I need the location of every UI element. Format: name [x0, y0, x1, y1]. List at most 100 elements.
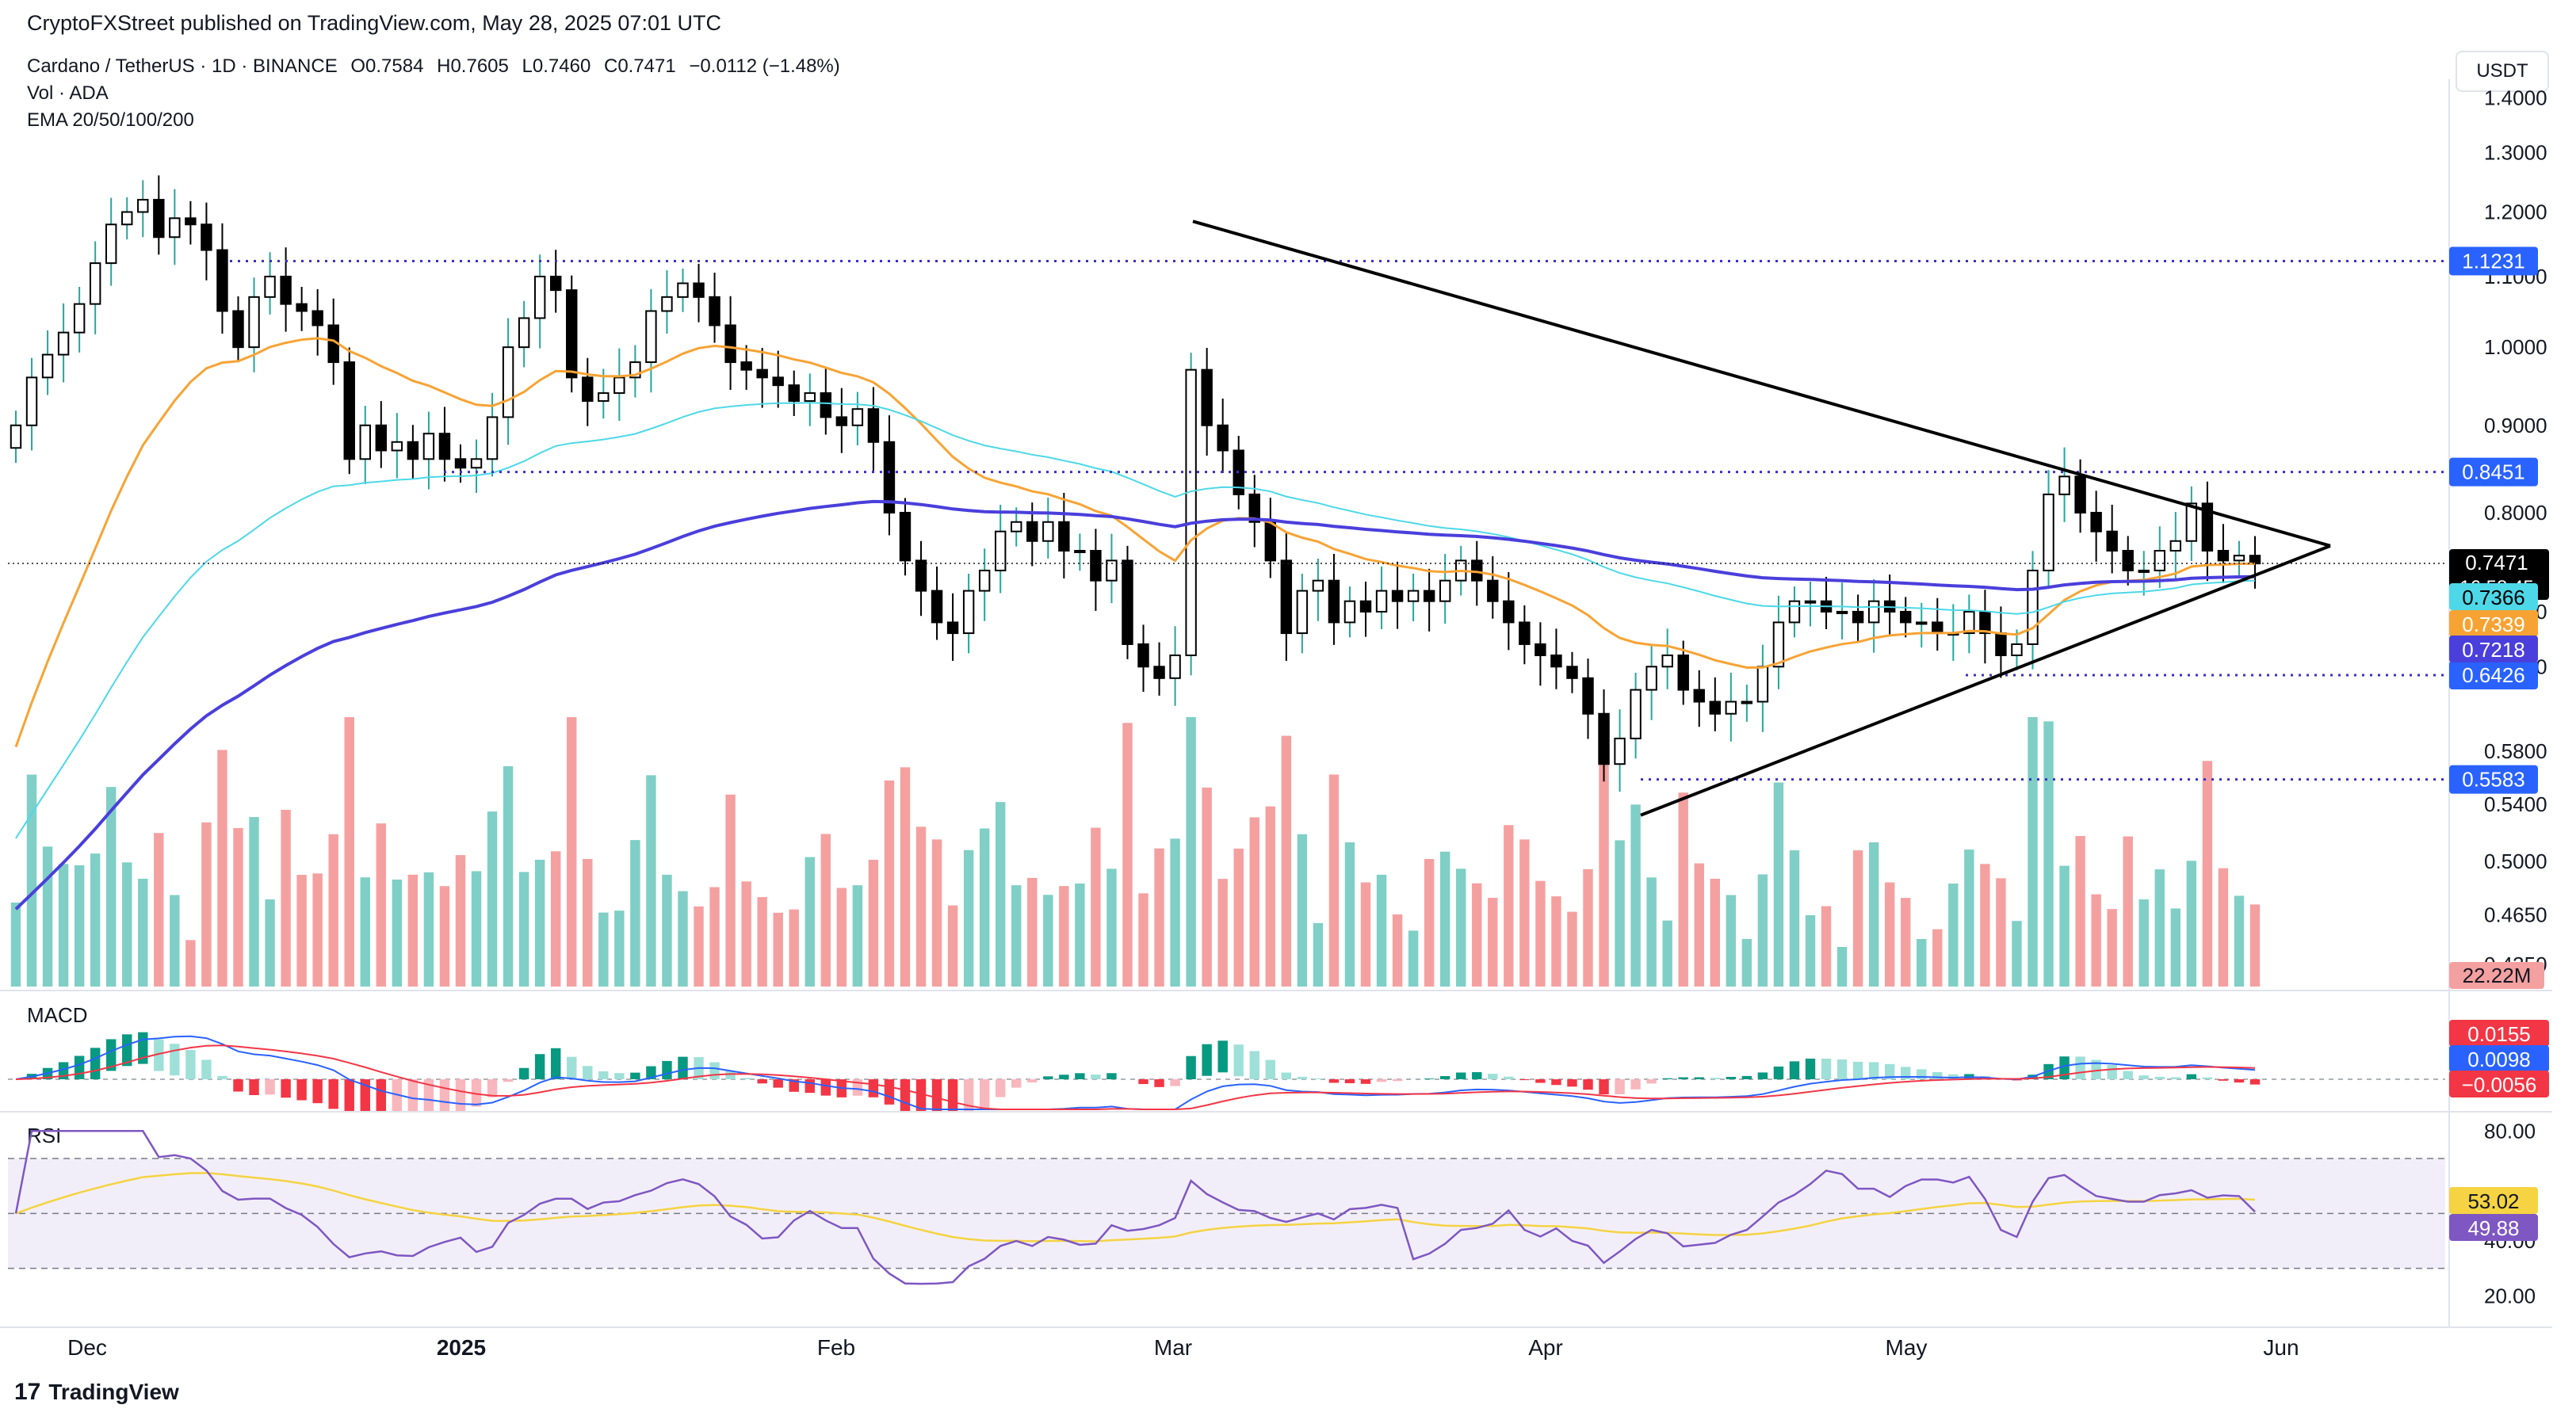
candle-body [2185, 502, 2198, 542]
candle-body [391, 441, 403, 452]
candle-body [582, 376, 594, 403]
volume-bar [583, 859, 593, 987]
volume-bar [1646, 877, 1657, 987]
volume-bar [1344, 842, 1355, 987]
macd-histogram-bar [1360, 1079, 1371, 1084]
candle-body [661, 296, 673, 312]
macd-histogram-bar [757, 1079, 767, 1084]
candle-body [1852, 610, 1864, 624]
rsi-label-bg [2449, 1187, 2538, 1214]
macd-histogram-bar [1328, 1079, 1340, 1083]
macd-histogram-bar [1011, 1079, 1022, 1088]
candle-body [788, 384, 800, 403]
candle-body [1693, 689, 1705, 703]
candle-body [1867, 600, 1880, 624]
candle-body [1804, 600, 1817, 604]
volume-bar [1694, 863, 1704, 987]
volume-legend[interactable]: Vol · ADA [27, 82, 109, 104]
candle-body [1995, 632, 2007, 657]
volume-bar [1741, 939, 1752, 987]
volume-bar [1599, 761, 1609, 987]
macd-histogram-bar [74, 1055, 85, 1079]
macd-histogram-bar [1504, 1076, 1514, 1079]
macd-histogram-bar [1710, 1078, 1721, 1079]
candle-body [867, 408, 880, 443]
volume-bar [1884, 882, 1895, 987]
volume-bar [455, 855, 466, 987]
candle-body [613, 376, 625, 395]
tradingview-brand: TradingView [48, 1380, 179, 1404]
macd-histogram-bar [90, 1048, 101, 1079]
volume-bar [1186, 717, 1196, 987]
currency-button[interactable]: USDT [2456, 51, 2549, 92]
ema-legend[interactable]: EMA 20/50/100/200 [27, 109, 194, 131]
macd-histogram-bar [1741, 1075, 1752, 1079]
volume-bar [1313, 922, 1324, 987]
macd-histogram-bar [312, 1079, 323, 1104]
volume-bar [1075, 884, 1085, 987]
volume-bar [1439, 851, 1450, 987]
macd-histogram-bar [1297, 1076, 1308, 1079]
volume-label-bg [2449, 962, 2544, 989]
volume-bar [757, 897, 767, 987]
volume-bar [947, 905, 958, 987]
volume-bar [1852, 850, 1863, 987]
candle-body [1122, 559, 1133, 645]
volume-bar [741, 881, 751, 987]
volume-bar [10, 903, 21, 987]
volume-bar [995, 802, 1006, 987]
macd-histogram-bar [1519, 1079, 1530, 1081]
macd-histogram-bar [1170, 1079, 1180, 1086]
x-tick-label: 2025 [437, 1335, 486, 1360]
candle-body [1042, 521, 1054, 542]
volume-value-label: 22.22M [2463, 964, 2532, 987]
y-tick-label: 1.2000 [2484, 200, 2547, 224]
rsi-pane-title: RSI [27, 1124, 61, 1147]
volume-bar [614, 910, 625, 987]
y-tick-label: 1.3000 [2484, 141, 2547, 165]
volume-bar [1059, 886, 1069, 987]
candle-body [185, 217, 197, 226]
macd-histogram-bar [328, 1079, 338, 1109]
macd-histogram-bar [2186, 1074, 2197, 1079]
macd-histogram-bar [1694, 1077, 1704, 1079]
candle-body [756, 368, 768, 379]
macd-histogram-bar [725, 1071, 736, 1079]
candle-body [137, 199, 149, 213]
volume-bar [2043, 721, 2054, 987]
volume-bar [979, 828, 990, 987]
macd-histogram-bar [1615, 1079, 1625, 1094]
macd-histogram-bar [376, 1079, 387, 1111]
candle-body [1058, 521, 1070, 552]
candle-body [1090, 549, 1102, 582]
macd-histogram-bar [662, 1060, 672, 1079]
volume-bar [1805, 915, 1816, 987]
volume-bar [74, 865, 85, 987]
volume-bar [471, 871, 482, 987]
macd-histogram-bar [344, 1079, 354, 1111]
x-tick-label: Mar [1154, 1335, 1192, 1360]
level-label: 0.6426 [2462, 663, 2525, 687]
candle-body [216, 249, 228, 312]
volume-bar [2154, 869, 2165, 987]
volume-bar [26, 774, 37, 987]
macd-histogram-bar [122, 1034, 132, 1067]
rsi-ma-line [15, 1172, 2256, 1242]
macd-histogram-bar [1948, 1074, 1959, 1079]
volume-bar [868, 860, 879, 987]
macd-histogram-bar [1424, 1078, 1435, 1079]
candle-body [518, 317, 530, 349]
y-tick-label: 0.4650 [2484, 903, 2547, 927]
y-tick-label: 1.4000 [2484, 86, 2547, 109]
candle-body [375, 424, 388, 452]
candle-body [835, 416, 848, 426]
candle-body [1264, 521, 1277, 562]
candle-body [1725, 700, 1737, 715]
macd-histogram-bar [217, 1075, 227, 1079]
level-label-bg [2449, 661, 2538, 690]
tradingview-footer[interactable]: 17 TradingView [14, 1379, 179, 1406]
symbol-name[interactable]: Cardano / TetherUS · 1D · BINANCE [27, 55, 338, 77]
candle-body [454, 458, 467, 469]
y-tick-label: 0.5400 [2484, 792, 2547, 816]
